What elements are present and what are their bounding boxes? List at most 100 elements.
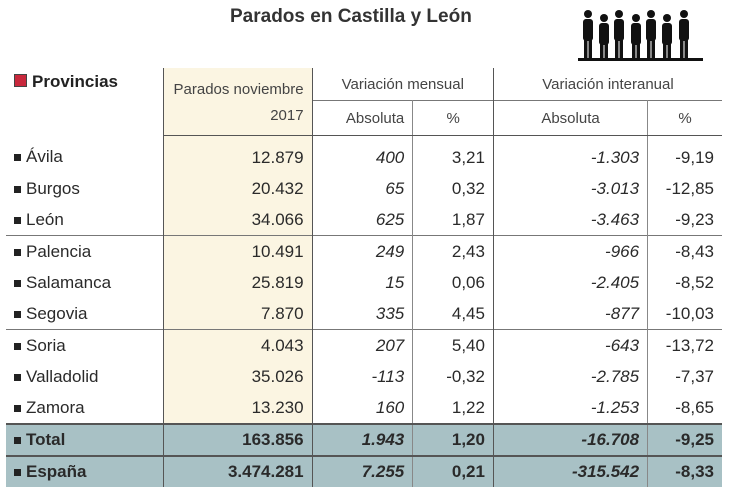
cell-parados: 3.474.281 [163,455,313,487]
row-label: Soria [6,329,164,361]
table-row: Salamanca 25.819 15 0,06 -2.405 -8,52 [6,267,722,298]
cell-i_abs: -966 [493,235,649,267]
cell-i_pct: -9,19 [675,147,714,167]
table-row: León 34.066 625 1,87 -3.463 -9,23 [6,204,722,236]
row-label: España [6,455,164,487]
header-parados: Parados noviembre 2017 [163,68,313,136]
header-i-pct: % [647,100,722,136]
cell-m_abs: 625 [312,204,414,236]
row-label: Burgos [6,173,164,204]
person-silhouette [646,10,656,58]
cell-i_pct: -8,33 [647,455,722,487]
cell-parados: 10.491 [163,235,313,267]
table-row: Palencia 10.491 249 2,43 -966 -8,43 [6,235,722,267]
unemployed-people-icon [578,10,703,61]
cell-m_abs: 335 [312,298,414,330]
cell-parados: 25.819 [163,267,313,298]
cell-m_pct: 0,32 [412,173,494,204]
cell-i_pct: -10,03 [665,303,714,323]
table-row: Soria 4.043 207 5,40 -643 -13,72 [6,329,722,361]
bullet-icon [14,216,21,224]
cell-i_abs: -1.303 [493,135,649,173]
cell-m_pct: 0,21 [412,455,494,487]
cell-m_pct: 1,20 [412,423,494,456]
row-label: Total [6,423,164,456]
legend-square-icon [14,74,27,87]
row-label: Zamora [6,392,164,424]
cell-i_abs: -3.013 [493,173,649,204]
bullet-icon [14,154,21,162]
header-m-pct: % [412,100,494,136]
person-silhouette [583,10,593,58]
cell-m_pct: -0,32 [412,361,494,392]
bullet-icon [14,185,21,193]
cell-parados: 35.026 [163,361,313,392]
cell-i_pct: -8,43 [647,235,722,267]
table-row: Ávila 12.879 400 3,21 -1.303 -9,19 [6,135,722,174]
table-row: Valladolid 35.026 -113 -0,32 -2.785 -7,37 [6,361,722,392]
cell-m_abs: 65 [312,173,414,204]
cell-m_abs: -113 [312,361,414,392]
header-i-abs: Absoluta [493,100,649,136]
cell-parados: 13.230 [163,392,313,424]
table-row: Burgos 20.432 65 0,32 -3.013 -12,85 [6,173,722,204]
cell-m_abs: 400 [312,135,414,173]
cell-parados: 12.879 [163,135,313,173]
cell-parados: 20.432 [163,173,313,204]
cell-i_pct: -9,23 [675,209,714,229]
row-label: Salamanca [6,267,164,298]
chart-title: Parados en Castilla y León [230,6,472,27]
bullet-icon [14,373,21,381]
bullet-icon [14,279,21,287]
cell-i_abs: -877 [493,298,649,330]
cell-i_pct: -9,25 [647,423,722,456]
bullet-icon [14,248,21,256]
cell-i_abs: -1.253 [493,392,649,424]
cell-i_pct: -8,65 [675,397,714,417]
unemployment-table: Provincias Parados noviembre 2017 Variac… [6,68,722,487]
person-silhouette [614,10,624,58]
bullet-icon [14,437,21,445]
cell-i_abs: -643 [493,329,649,361]
row-label: Palencia [6,235,164,267]
cell-m_pct: 1,22 [412,392,494,424]
cell-m_abs: 7.255 [312,455,414,487]
bullet-icon [14,469,21,477]
bullet-icon [14,310,21,318]
cell-i_abs: -3.463 [493,204,649,236]
cell-i_pct: -12,85 [665,178,714,198]
person-silhouette [631,14,641,58]
cell-m_abs: 249 [312,235,414,267]
cell-m_abs: 160 [312,392,414,424]
cell-i_pct: -13,72 [647,329,722,361]
cell-m_pct: 3,21 [412,135,494,173]
bullet-icon [14,342,21,350]
cell-i_abs: -2.785 [493,361,649,392]
cell-m_pct: 5,40 [412,329,494,361]
row-label: Segovia [6,298,164,330]
header-var-mensual: Variación mensual [312,68,494,101]
row-label: León [6,204,164,236]
person-silhouette [662,14,672,58]
cell-parados: 4.043 [163,329,313,361]
cell-m_abs: 15 [312,267,414,298]
cell-i_pct: -8,52 [675,272,714,292]
header-provincias: Provincias [6,68,164,136]
bullet-icon [14,404,21,412]
person-silhouette [599,14,609,58]
cell-i_pct: -7,37 [675,366,714,386]
cell-m_abs: 207 [312,329,414,361]
table-row: Total 163.856 1.943 1,20 -16.708 -9,25 [6,423,722,456]
cell-i_abs: -2.405 [493,267,649,298]
cell-i_abs: -16.708 [493,423,649,456]
table-row: España 3.474.281 7.255 0,21 -315.542 -8,33 [6,455,722,487]
cell-i_abs: -315.542 [493,455,649,487]
header-var-interanual: Variación interanual [542,75,674,93]
cell-m_abs: 1.943 [312,423,414,456]
cell-parados: 163.856 [163,423,313,456]
person-silhouette [679,10,689,58]
cell-m_pct: 2,43 [412,235,494,267]
header-m-abs: Absoluta [312,100,414,136]
row-label: Ávila [6,136,164,174]
